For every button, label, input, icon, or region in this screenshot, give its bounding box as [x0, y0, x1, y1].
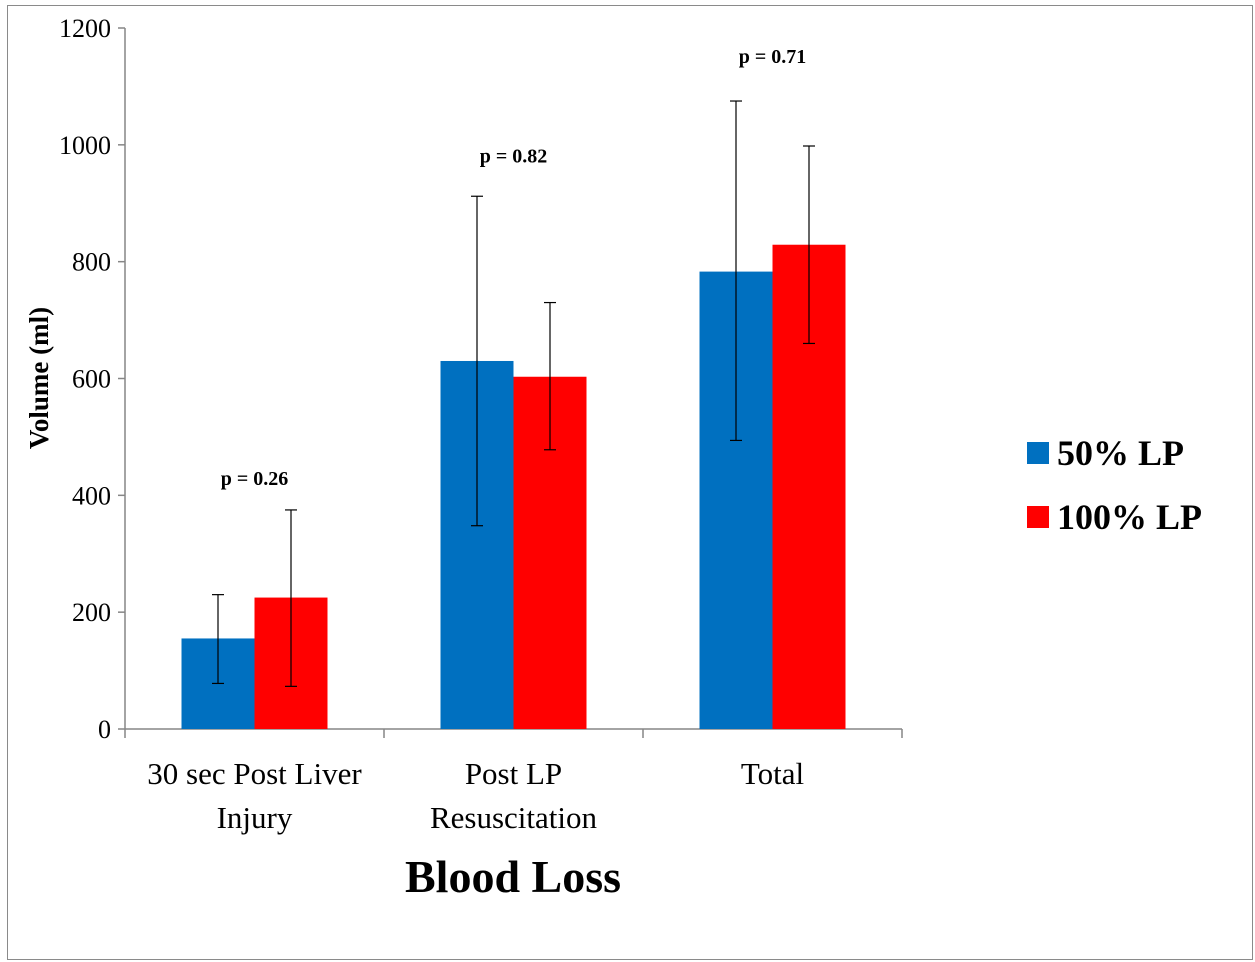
y-tick-label: 1200: [59, 14, 111, 43]
y-axis-title: Volume (ml): [24, 307, 54, 449]
axes: 0 200 400 600 800 1000 1200 30 sec Post Liver In…: [59, 14, 903, 835]
legend-label: 50% LP: [1057, 433, 1184, 473]
x-category-label: Resuscitation: [430, 800, 598, 835]
annotations: p = 0.26 p = 0.82 p = 0.71: [221, 46, 807, 490]
legend-swatch: [1027, 506, 1049, 528]
p-value-annotation: p = 0.26: [221, 468, 289, 490]
legend-label: 100% LP: [1057, 497, 1202, 537]
y-tick-label: 600: [72, 365, 111, 394]
error-bars: [212, 100, 815, 687]
y-tick-label: 200: [72, 598, 111, 627]
y-tick-label: 400: [72, 481, 111, 510]
y-tick-label: 1000: [59, 131, 111, 160]
legend-swatch: [1027, 442, 1049, 464]
chart-frame: [7, 5, 1253, 960]
x-category-label: 30 sec Post Liver: [147, 756, 362, 791]
p-value-annotation: p = 0.82: [480, 145, 548, 167]
x-category-label: Injury: [217, 800, 293, 835]
y-tick-label: 0: [98, 715, 111, 744]
y-tick-label: 800: [72, 248, 111, 277]
legend: 50% LP 100% LP: [1027, 433, 1202, 537]
x-axis-title: Blood Loss: [405, 851, 621, 902]
p-value-annotation: p = 0.71: [739, 46, 807, 68]
x-category-label: Post LP: [465, 756, 562, 791]
x-category-label: Total: [741, 756, 804, 791]
